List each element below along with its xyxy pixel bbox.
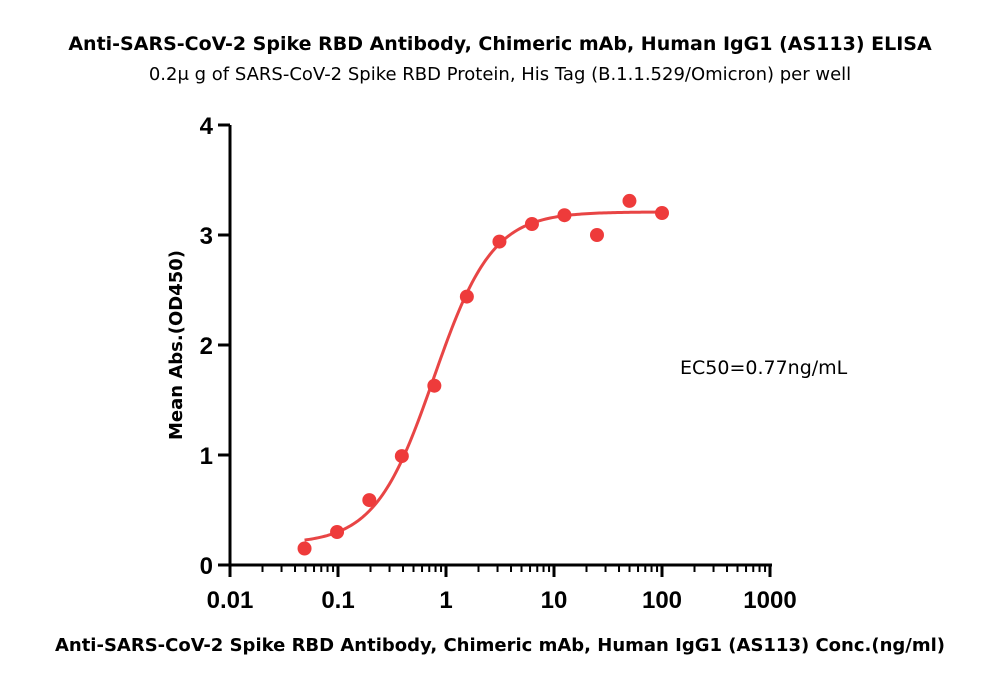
x-tick-label: 100 xyxy=(642,587,682,614)
data-point xyxy=(459,289,474,304)
y-tick-label: 4 xyxy=(200,113,214,140)
y-tick-label: 3 xyxy=(200,223,213,250)
data-point xyxy=(297,541,312,556)
x-ticks: 0.01 0.1 1 10 100 1000 xyxy=(207,565,797,614)
y-tick-label: 0 xyxy=(200,553,213,580)
data-points xyxy=(297,193,669,556)
data-point xyxy=(492,234,507,249)
x-tick-label: 1000 xyxy=(743,587,796,614)
chart-title: Anti-SARS-CoV-2 Spike RBD Antibody, Chim… xyxy=(68,33,932,55)
fit-curve xyxy=(304,210,663,542)
x-tick-label: 0.01 xyxy=(207,587,254,614)
y-ticks: 0 1 2 3 4 xyxy=(200,113,230,580)
y-axis-label: Mean Abs.(OD450) xyxy=(166,250,187,440)
data-point xyxy=(427,378,442,393)
x-tick-label: 10 xyxy=(541,587,568,614)
data-point xyxy=(362,493,377,508)
data-point xyxy=(330,525,345,539)
data-point xyxy=(394,449,409,464)
data-point xyxy=(524,217,539,231)
x-axis-label: Anti-SARS-CoV-2 Spike RBD Antibody, Chim… xyxy=(55,635,945,656)
data-point xyxy=(655,206,669,220)
data-point xyxy=(622,193,637,208)
x-tick-label: 0.1 xyxy=(321,587,354,614)
data-point xyxy=(557,208,572,223)
x-tick-label: 1 xyxy=(439,587,452,614)
y-tick-label: 2 xyxy=(200,333,213,360)
axes xyxy=(228,125,772,567)
data-point xyxy=(589,228,604,242)
chart-subtitle: 0.2μ g of SARS-CoV-2 Spike RBD Protein, … xyxy=(149,64,851,85)
y-tick-label: 1 xyxy=(200,443,213,470)
ec50-annotation: EC50=0.77ng/mL xyxy=(680,357,848,379)
